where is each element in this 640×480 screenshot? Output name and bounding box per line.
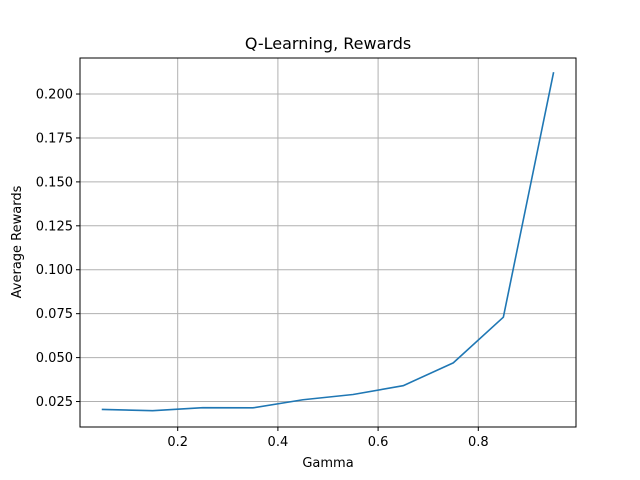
- y-tick-label: 0.150: [36, 175, 73, 190]
- y-tick-label: 0.075: [36, 307, 73, 322]
- y-tick-label: 0.100: [36, 263, 73, 278]
- y-tick-label: 0.175: [36, 131, 73, 146]
- x-tick-label: 0.8: [468, 435, 489, 450]
- ticks: 0.2 0.4 0.6 0.8 0.025 0.050 0.075 0.100 0.125 0.1…: [36, 88, 489, 450]
- y-tick-label: 0.025: [36, 395, 73, 410]
- y-axis-label: Average Rewards: [10, 185, 25, 298]
- y-tick-label: 0.200: [36, 88, 73, 103]
- chart-title: Q-Learning, Rewards: [245, 34, 411, 53]
- x-tick-label: 0.6: [368, 435, 389, 450]
- grid: [80, 58, 576, 427]
- series-line: [101, 71, 555, 412]
- y-tick-label: 0.050: [36, 351, 73, 366]
- series-layer: [101, 71, 555, 412]
- x-tick-label: 0.2: [167, 435, 188, 450]
- x-axis-label: Gamma: [302, 456, 353, 471]
- plot-frame: [79, 57, 577, 428]
- y-tick-label: 0.125: [36, 219, 73, 234]
- x-tick-label: 0.4: [268, 435, 289, 450]
